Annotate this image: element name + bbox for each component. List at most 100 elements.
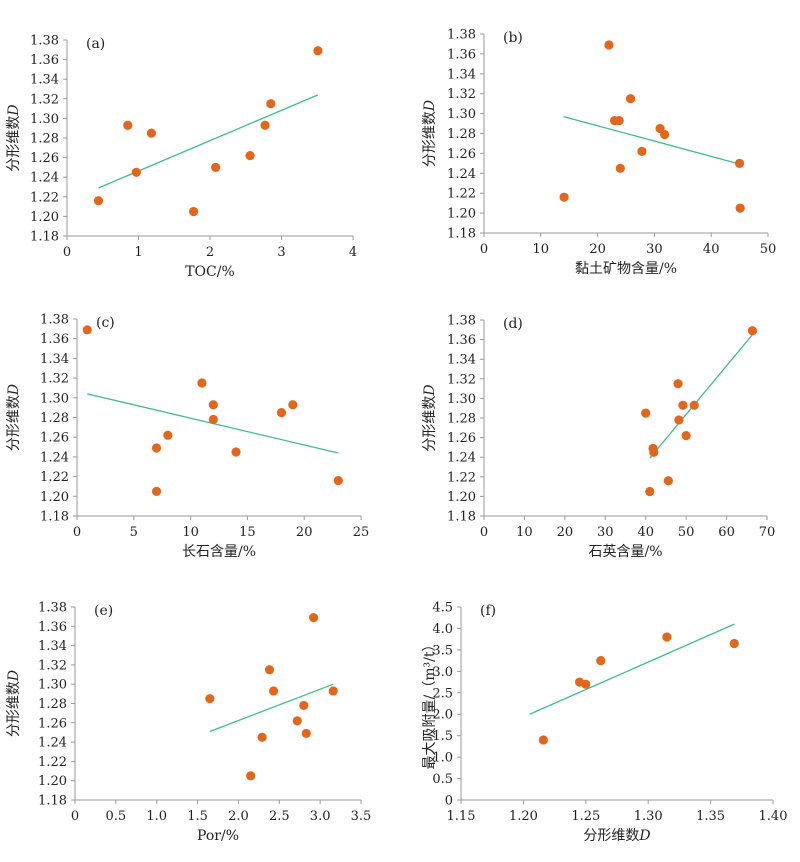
data-point [313,46,323,56]
y-tick-label: 1.22 [38,755,67,770]
panel-label: (c) [96,315,115,331]
data-point [188,206,199,217]
y-tick-label: 1.24 [30,171,59,186]
data-point [146,128,156,138]
y-tick-label: 1.34 [447,353,476,368]
chart-panel-d: 1.18 1.20 1.22 1.24 1.26 1.28 1.30 1.32 1.34 1.36… [422,314,775,561]
y-tick-label: 1.20 [447,207,476,222]
y-tick-label: 1.36 [447,333,476,348]
x-tick-label: 0 [71,809,79,824]
chart-panel-b: 1.18 1.20 1.22 1.24 1.26 1.28 1.30 1.32 1.34 1.36… [422,28,776,278]
x-axis-title: Por/% [197,828,239,844]
data-point [649,447,659,457]
y-axis-title: 分形维数D [6,104,22,171]
y-tick-label: 1.18 [447,510,476,525]
data-point [637,146,647,157]
data-point [735,203,745,213]
y-tick-label: 1.22 [447,470,476,485]
x-tick-label: 2.5 [269,809,290,824]
data-point [662,632,672,642]
data-point [151,486,162,496]
chart-panel-c: 1.18 1.20 1.22 1.24 1.26 1.28 1.30 1.32 1.34 1.36… [6,313,369,561]
y-tick-label: 1.36 [40,332,69,347]
y-tick-label: 1.28 [447,127,476,142]
x-axis-title: TOC/% [185,264,235,280]
data-point [604,40,614,50]
y-tick-label: 1.20 [447,490,476,505]
x-tick-label: 3 [277,245,285,260]
x-tick-label: 1.15 [447,809,476,824]
x-tick-label: 5 [130,525,138,540]
y-tick-label: 1.26 [38,716,67,731]
x-tick-label: 3.5 [351,809,372,824]
x-tick-label: 50 [678,525,695,540]
data-point [663,476,673,486]
y-tick-label: 1.30 [38,678,67,693]
data-point [729,638,739,649]
data-point [674,415,684,425]
x-tick-label: 10 [533,242,550,257]
y-axis-title: 分形维数D [6,670,22,737]
data-point [673,379,683,389]
data-point [245,151,255,161]
x-tick-label: 25 [353,525,370,540]
y-tick-label: 1.36 [30,53,59,68]
y-tick-label: 1.20 [30,210,59,225]
y-tick-label: 1.34 [40,352,69,367]
y-tick-label: 1.26 [30,151,59,166]
data-point [266,99,276,109]
y-tick-label: 1.36 [38,620,67,635]
y-tick-label: 1.22 [447,187,476,202]
chart-panel-e: 1.18 1.20 1.22 1.24 1.26 1.28 1.30 1.32 1.34 1.36… [6,601,371,845]
y-tick-label: 1.38 [447,28,476,43]
x-tick-label: 4 [349,245,357,260]
data-point [264,665,275,675]
y-tick-label: 1.28 [38,697,67,712]
y-tick-label: 1.36 [447,47,476,62]
y-tick-label: 1.32 [447,87,476,102]
x-tick-label: 30 [597,525,614,540]
data-point [614,115,624,126]
y-tick-label: 1.24 [447,167,476,182]
x-tick-label: 0 [480,525,488,540]
x-tick-label: 10 [516,525,533,540]
y-tick-label: 1.28 [447,412,476,427]
data-point [257,732,267,742]
y-tick-label: 2.5 [432,686,453,701]
x-tick-label: 1.5 [187,809,208,824]
x-tick-label: 40 [703,242,720,257]
y-tick-label: 3.5 [432,643,453,658]
trendline [563,115,741,165]
y-tick-label: 3.0 [432,665,453,680]
y-axis-title: 最大吸附量/（m³/t） [422,638,438,770]
chart-panel-f: 0 0.5 1.0 1.5 2.0 2.5 3.0 3.5 4.0 4.5 1.15 1.20 1.25… [422,601,787,845]
trendline [209,683,334,733]
y-tick-label: 1.30 [30,112,59,127]
panel-label: (b) [503,30,523,46]
x-tick-label: 1.40 [759,809,788,824]
y-tick-label: 1.34 [30,73,59,88]
y-tick-label: 1.24 [40,450,69,465]
data-point [301,728,311,739]
x-axis-title: 黏土矿物含量/% [575,261,677,277]
y-tick-label: 1.38 [40,313,69,328]
trendline [98,94,319,189]
data-point [211,162,221,172]
y-tick-label: 1.28 [30,132,59,147]
x-tick-label: 30 [646,242,663,257]
data-point [151,443,162,453]
panel-label: (e) [94,603,113,619]
x-tick-label: 20 [296,525,313,540]
y-tick-label: 1.24 [447,451,476,466]
data-point [678,400,688,410]
x-tick-label: 70 [759,525,776,540]
x-axis-title: 长石含量/% [182,544,256,560]
data-point [660,129,670,140]
x-tick-label: 1 [134,245,142,260]
y-tick-label: 1.30 [40,391,69,406]
y-tick-label: 1.26 [447,431,476,446]
data-point [299,700,309,711]
data-point [268,686,279,696]
x-tick-label: 1.30 [634,809,663,824]
